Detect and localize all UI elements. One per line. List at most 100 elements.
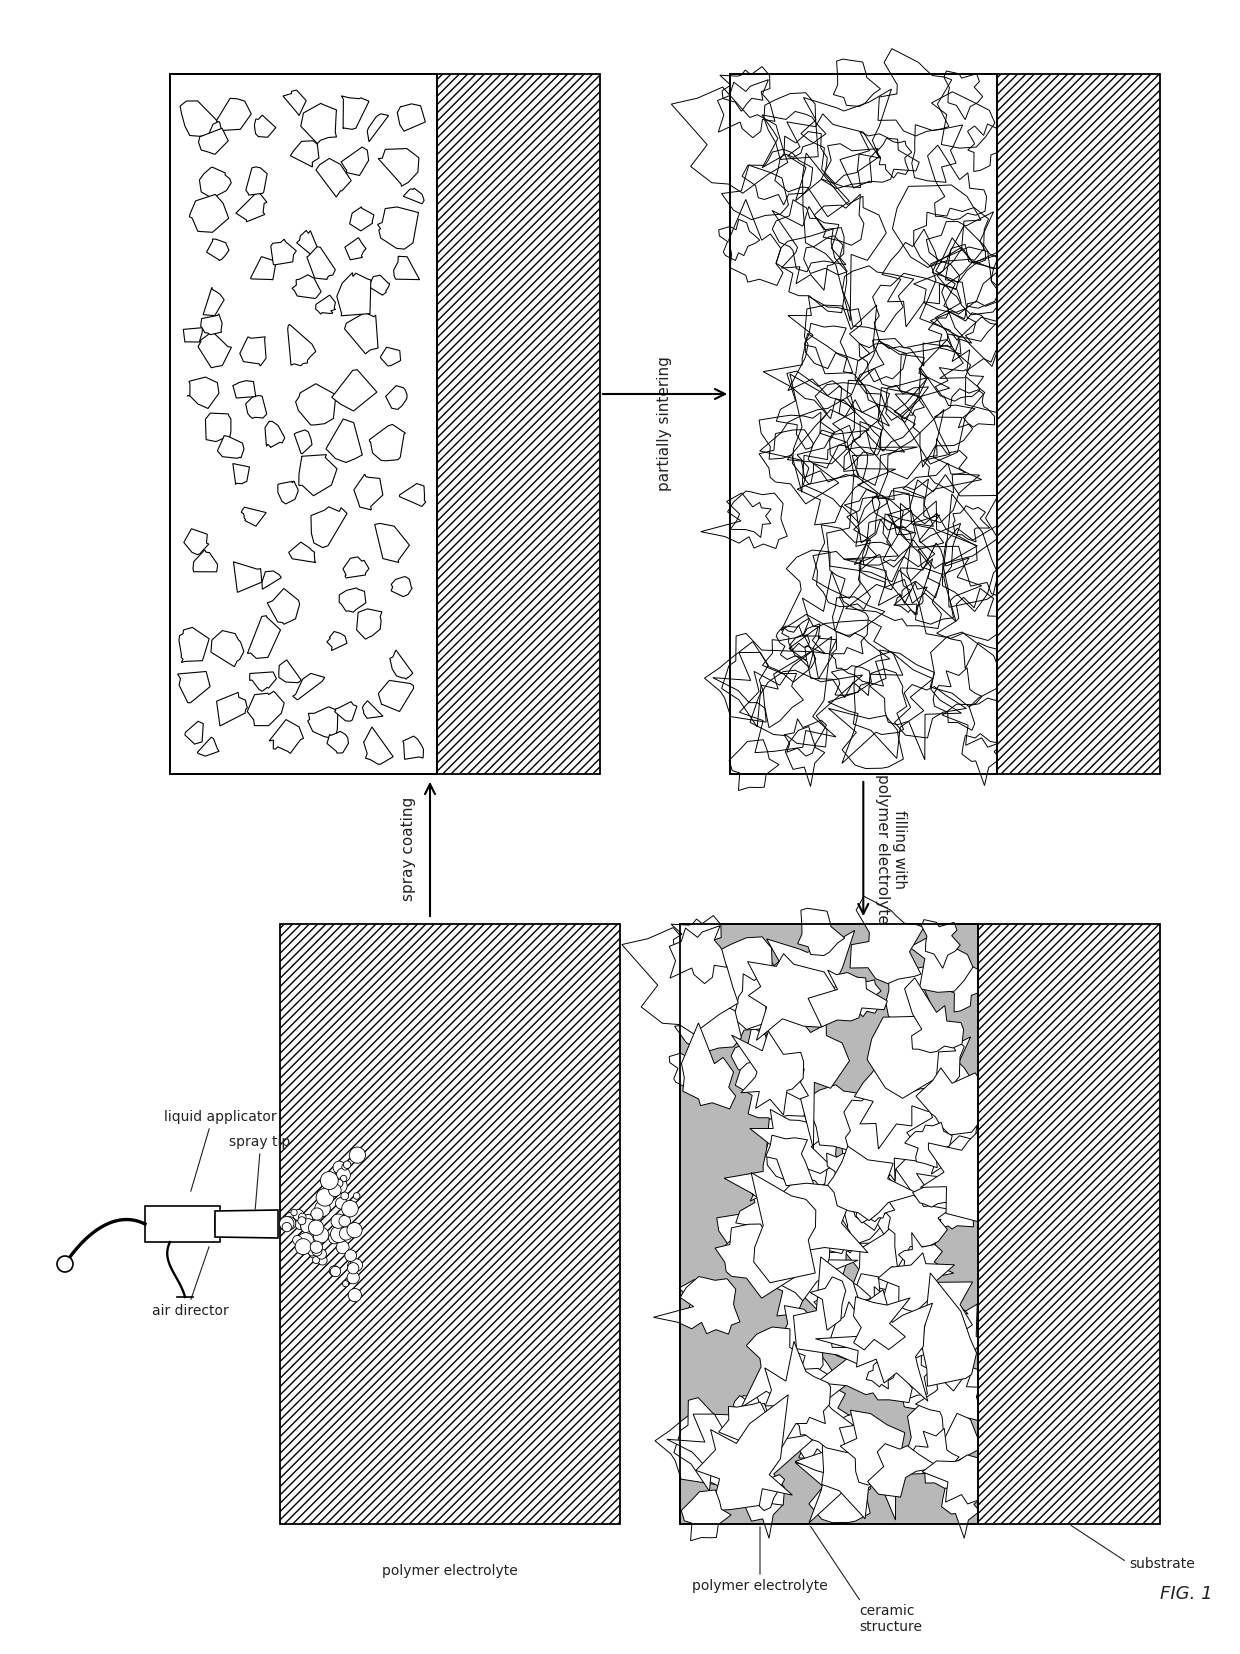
Polygon shape	[724, 1140, 851, 1232]
Polygon shape	[870, 1169, 950, 1269]
Polygon shape	[890, 1064, 976, 1138]
Polygon shape	[367, 114, 388, 142]
Polygon shape	[246, 167, 267, 195]
Polygon shape	[378, 680, 413, 711]
Polygon shape	[177, 672, 210, 703]
Polygon shape	[831, 1302, 880, 1348]
Polygon shape	[813, 1280, 870, 1331]
Circle shape	[310, 1240, 322, 1254]
Circle shape	[347, 1262, 358, 1274]
Polygon shape	[765, 1341, 831, 1449]
Polygon shape	[916, 1068, 998, 1135]
Polygon shape	[315, 294, 336, 314]
Polygon shape	[776, 1328, 833, 1386]
Polygon shape	[262, 571, 281, 589]
Polygon shape	[197, 738, 219, 756]
Circle shape	[330, 1265, 340, 1275]
Bar	[977, 925, 1159, 1523]
Polygon shape	[381, 347, 401, 366]
Text: polymer electrolyte: polymer electrolyte	[382, 1565, 518, 1578]
Polygon shape	[697, 986, 768, 1040]
Polygon shape	[233, 562, 262, 592]
Polygon shape	[306, 246, 335, 280]
Polygon shape	[810, 1277, 846, 1330]
Circle shape	[304, 1214, 312, 1224]
Polygon shape	[368, 275, 389, 294]
Polygon shape	[239, 337, 267, 366]
Polygon shape	[796, 1368, 848, 1408]
Polygon shape	[715, 1224, 795, 1298]
Circle shape	[316, 1249, 326, 1259]
Circle shape	[283, 1222, 291, 1232]
Polygon shape	[389, 650, 413, 680]
Polygon shape	[931, 1292, 968, 1328]
Polygon shape	[867, 1016, 956, 1098]
Polygon shape	[270, 240, 296, 265]
Polygon shape	[337, 273, 371, 316]
Circle shape	[305, 1232, 314, 1240]
Polygon shape	[211, 630, 244, 667]
Circle shape	[342, 1280, 348, 1287]
Polygon shape	[740, 1388, 784, 1424]
Polygon shape	[696, 1394, 792, 1510]
Circle shape	[335, 1179, 343, 1188]
Polygon shape	[889, 1035, 965, 1093]
Polygon shape	[743, 1474, 785, 1510]
Polygon shape	[341, 96, 370, 129]
Text: spray coating: spray coating	[401, 797, 415, 901]
Bar	[170, 74, 436, 774]
Polygon shape	[923, 1456, 1003, 1503]
Polygon shape	[808, 1085, 880, 1151]
Polygon shape	[837, 1186, 921, 1277]
Polygon shape	[670, 926, 727, 984]
Polygon shape	[682, 1022, 735, 1108]
Circle shape	[311, 1207, 324, 1221]
Polygon shape	[350, 207, 374, 232]
Polygon shape	[823, 1274, 913, 1398]
Polygon shape	[868, 1444, 940, 1497]
Polygon shape	[867, 1356, 899, 1389]
Circle shape	[280, 1219, 291, 1231]
Polygon shape	[294, 430, 312, 453]
Polygon shape	[370, 425, 405, 461]
Polygon shape	[904, 978, 963, 1052]
Circle shape	[342, 1201, 358, 1217]
Polygon shape	[378, 149, 419, 187]
Polygon shape	[393, 256, 419, 280]
Circle shape	[350, 1146, 366, 1163]
Polygon shape	[279, 660, 301, 683]
Bar	[145, 1206, 219, 1242]
Polygon shape	[827, 1146, 919, 1221]
Polygon shape	[236, 192, 267, 222]
Polygon shape	[671, 916, 722, 961]
Polygon shape	[290, 141, 319, 167]
Polygon shape	[899, 1232, 942, 1287]
Circle shape	[301, 1219, 316, 1234]
Polygon shape	[248, 615, 280, 658]
Polygon shape	[921, 1303, 986, 1391]
Polygon shape	[265, 422, 285, 448]
Polygon shape	[825, 1146, 916, 1231]
Circle shape	[341, 1176, 347, 1181]
Polygon shape	[751, 1173, 816, 1284]
Polygon shape	[898, 1065, 978, 1159]
Polygon shape	[343, 557, 370, 577]
Polygon shape	[673, 1398, 763, 1492]
Polygon shape	[397, 104, 425, 131]
Circle shape	[347, 1222, 362, 1237]
Text: partially sintering: partially sintering	[657, 357, 672, 491]
Circle shape	[336, 1240, 350, 1254]
Polygon shape	[215, 1211, 278, 1237]
Polygon shape	[681, 1490, 732, 1542]
Polygon shape	[921, 920, 960, 968]
Polygon shape	[184, 327, 202, 342]
Polygon shape	[301, 103, 336, 144]
Polygon shape	[744, 1479, 784, 1538]
Polygon shape	[403, 736, 424, 759]
Circle shape	[331, 1214, 346, 1229]
Polygon shape	[374, 523, 409, 562]
Polygon shape	[293, 673, 325, 700]
Polygon shape	[327, 731, 348, 753]
Circle shape	[298, 1232, 314, 1249]
Polygon shape	[340, 587, 366, 612]
